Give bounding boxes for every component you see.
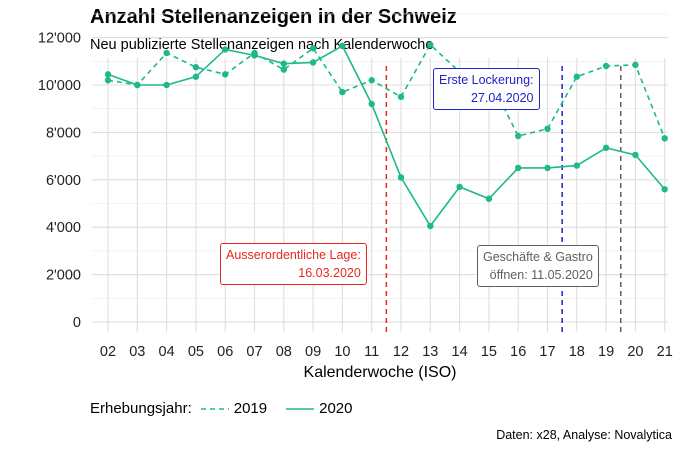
data-point-2020 — [104, 71, 112, 78]
legend-key-2020 — [285, 402, 315, 416]
y-tick-label: 4'000 — [46, 220, 81, 236]
data-point-2020 — [222, 46, 229, 53]
x-tick-label: 20 — [627, 344, 643, 360]
x-tick-label: 07 — [246, 344, 262, 360]
annotation-lockdown-line1: Ausserordentliche Lage: — [226, 248, 361, 262]
series-line-2020 — [107, 44, 666, 228]
annotation-shops-open-line1: Geschäfte & Gastro — [483, 250, 593, 264]
data-point-2020 — [485, 195, 493, 202]
data-point-2020 — [339, 42, 346, 50]
data-point-2020 — [544, 164, 551, 172]
x-tick-label: 08 — [276, 344, 292, 360]
chart-title: Anzahl Stellenanzeigen in der Schweiz — [90, 6, 457, 28]
x-tick-label: 02 — [100, 344, 116, 360]
data-point-2019 — [573, 73, 580, 80]
y-tick-label: 2'000 — [46, 268, 81, 284]
x-tick-label: 21 — [657, 344, 673, 360]
x-axis-title: Kalenderwoche (ISO) — [304, 364, 457, 381]
annotation-shops-open-line2: öffnen: 11.05.2020 — [489, 268, 593, 282]
x-tick-label: 14 — [452, 344, 468, 360]
data-point-2019 — [602, 62, 610, 70]
x-tick-label: 18 — [569, 344, 585, 360]
annotation-lockdown-label: Ausserordentliche Lage: 16.03.2020 — [220, 243, 367, 285]
data-point-2019 — [544, 125, 551, 133]
annotation-first-easing-line2: 27.04.2020 — [470, 91, 534, 105]
y-tick-label: 12'000 — [38, 31, 81, 47]
legend-label-2019: 2019 — [233, 400, 268, 417]
x-tick-label: 17 — [539, 344, 555, 360]
data-point-2019 — [339, 88, 346, 96]
series-line-2019 — [107, 43, 666, 139]
line-chart: 0 2'000 4'000 6'000 8'000 10'000 12'000 02 03 04 0… — [38, 13, 673, 381]
x-tick-label: 05 — [188, 344, 204, 360]
data-point-2020 — [427, 222, 434, 230]
x-tick-label: 11 — [364, 344, 379, 360]
data-point-2020 — [397, 174, 405, 181]
data-point-2020 — [163, 81, 170, 89]
data-point-2019 — [309, 45, 317, 52]
x-tick-label: 06 — [217, 344, 233, 360]
x-tick-label: 15 — [481, 344, 497, 360]
x-tick-label: 04 — [159, 344, 175, 360]
data-point-2020 — [632, 151, 639, 159]
annotation-first-easing-line1: Erste Lockerung: — [439, 73, 534, 87]
x-tick-label: 12 — [393, 344, 409, 360]
data-point-2019 — [163, 49, 170, 57]
x-tick-label: 10 — [334, 344, 350, 360]
data-point-2019 — [515, 132, 522, 140]
data-point-2019 — [368, 77, 375, 84]
data-point-2019 — [222, 71, 229, 78]
data-point-2020 — [192, 73, 200, 80]
data-point-2020 — [251, 52, 258, 59]
data-point-2020 — [280, 60, 287, 67]
data-point-2019 — [427, 41, 434, 48]
data-point-2020 — [661, 186, 668, 193]
annotation-lockdown-line2: 16.03.2020 — [298, 266, 361, 280]
x-tick-label: 13 — [422, 344, 438, 360]
annotation-shops-open-label: Geschäfte & Gastro öffnen: 11.05.2020 — [477, 245, 599, 287]
legend-key-2019 — [200, 402, 230, 416]
x-tick-label: 19 — [598, 344, 614, 360]
x-tick-label: 16 — [510, 344, 526, 360]
data-point-2019 — [661, 135, 668, 142]
y-tick-label: 10'000 — [38, 78, 81, 94]
data-point-2019 — [192, 64, 200, 71]
data-point-2019 — [104, 77, 112, 84]
x-tick-label: 09 — [305, 344, 321, 360]
chart-subtitle: Neu publizierte Stellenanzeigen nach Kal… — [90, 37, 434, 53]
x-tick-label: 03 — [129, 344, 145, 360]
data-point-2019 — [280, 66, 287, 73]
source-caption: Daten: x28, Analyse: Novalytica — [496, 428, 672, 442]
data-point-2019 — [397, 93, 405, 101]
data-point-2020 — [456, 183, 463, 191]
y-tick-label: 0 — [73, 315, 81, 331]
y-tick-label: 8'000 — [46, 125, 81, 141]
annotation-first-easing-label: Erste Lockerung: 27.04.2020 — [433, 68, 540, 110]
data-point-2020 — [309, 59, 317, 66]
data-point-2020 — [515, 164, 522, 172]
legend-label-2020: 2020 — [319, 400, 353, 417]
y-tick-label: 6'000 — [46, 173, 81, 189]
data-point-2020 — [368, 100, 375, 108]
data-point-2020 — [602, 144, 610, 152]
data-point-2019 — [632, 61, 639, 69]
legend: Erhebungsjahr: 2019 2020 — [90, 400, 352, 417]
data-point-2020 — [134, 81, 141, 89]
data-point-2020 — [573, 162, 580, 169]
legend-title: Erhebungsjahr: — [90, 400, 192, 417]
